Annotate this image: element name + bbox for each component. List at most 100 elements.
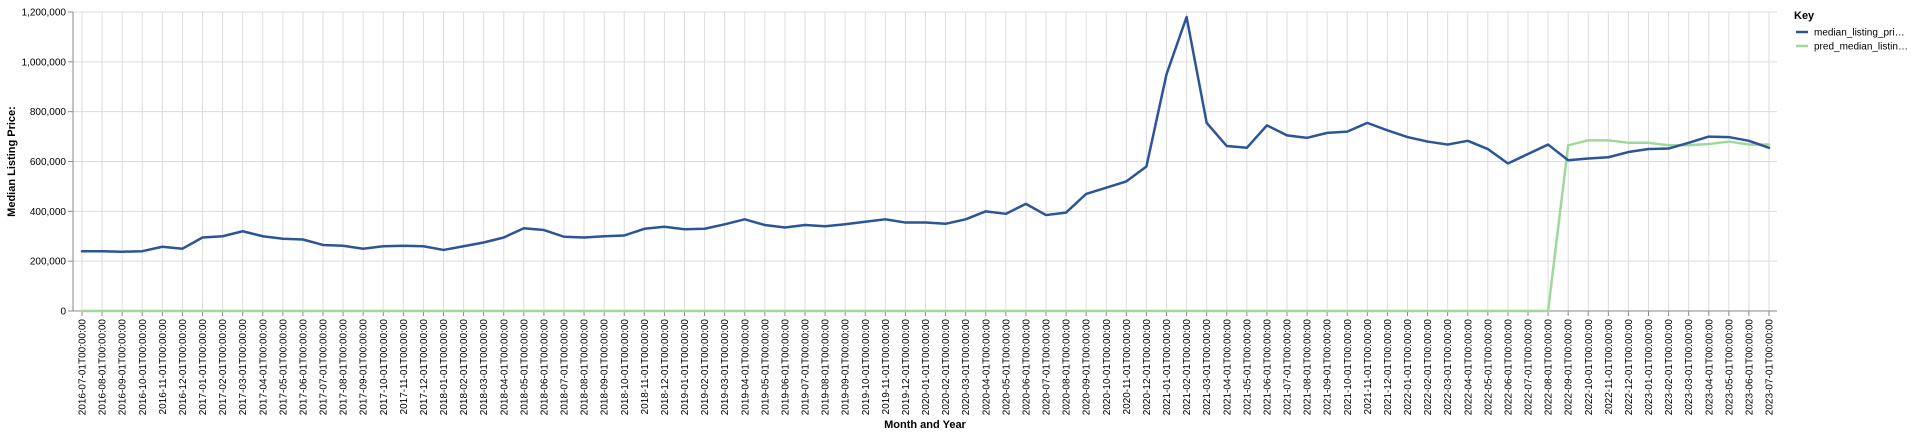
x-tick-label: 2022-08-01T00:00:00 — [1544, 319, 1555, 416]
y-tick-label: 200,000 — [30, 257, 67, 268]
legend-title: Key — [1794, 10, 1815, 22]
x-tick-label: 2022-09-01T00:00:00 — [1564, 319, 1575, 416]
x-tick-label: 2020-12-01T00:00:00 — [1142, 319, 1153, 416]
x-tick-label: 2020-04-01T00:00:00 — [981, 319, 992, 416]
x-tick-label: 2017-04-01T00:00:00 — [258, 319, 269, 416]
x-tick-label: 2021-07-01T00:00:00 — [1283, 319, 1294, 416]
x-tick-label: 2021-04-01T00:00:00 — [1222, 319, 1233, 416]
x-tick-label: 2023-03-01T00:00:00 — [1684, 319, 1695, 416]
x-tick-label: 2021-03-01T00:00:00 — [1202, 319, 1213, 416]
x-tick-label: 2021-10-01T00:00:00 — [1343, 319, 1354, 416]
series-line-2 — [80, 139, 1771, 313]
x-tick-label: 2020-10-01T00:00:00 — [1102, 319, 1113, 416]
x-axis-ticks: 2016-07-01T00:00:00 2016-08-01T00:00:00 20… — [78, 311, 1776, 415]
grid-lines — [73, 11, 1777, 312]
x-tick-label: 2017-02-01T00:00:00 — [218, 319, 229, 416]
x-tick-label: 2023-07-01T00:00:00 — [1765, 319, 1776, 416]
x-tick-label: 2016-09-01T00:00:00 — [118, 319, 129, 416]
x-tick-label: 2023-04-01T00:00:00 — [1704, 319, 1715, 416]
x-tick-label: 2020-01-01T00:00:00 — [921, 319, 932, 416]
x-tick-label: 2020-08-01T00:00:00 — [1062, 319, 1073, 416]
x-tick-label: 2021-11-01T00:00:00 — [1363, 319, 1374, 415]
x-tick-label: 2018-01-01T00:00:00 — [439, 319, 450, 416]
x-tick-label: 2022-11-01T00:00:00 — [1604, 319, 1615, 415]
x-tick-label: 2021-05-01T00:00:00 — [1242, 319, 1253, 416]
x-tick-label: 2020-07-01T00:00:00 — [1042, 319, 1053, 416]
x-tick-label: 2020-09-01T00:00:00 — [1082, 319, 1093, 416]
x-tick-label: 2022-02-01T00:00:00 — [1423, 319, 1434, 416]
x-tick-label: 2022-01-01T00:00:00 — [1403, 319, 1414, 416]
x-tick-label: 2022-05-01T00:00:00 — [1483, 319, 1494, 416]
series-layer — [80, 15, 1771, 313]
y-tick-label: 600,000 — [30, 157, 67, 168]
x-tick-label: 2018-03-01T00:00:00 — [479, 319, 490, 416]
x-tick-label: 2020-03-01T00:00:00 — [961, 319, 972, 416]
x-tick-label: 2019-02-01T00:00:00 — [700, 319, 711, 416]
x-tick-label: 2022-07-01T00:00:00 — [1524, 319, 1535, 416]
x-tick-label: 2019-09-01T00:00:00 — [841, 319, 852, 416]
x-tick-label: 2022-03-01T00:00:00 — [1443, 319, 1454, 416]
x-tick-label: 2022-12-01T00:00:00 — [1624, 319, 1635, 416]
x-tick-label: 2023-05-01T00:00:00 — [1724, 319, 1735, 416]
x-tick-label: 2019-06-01T00:00:00 — [780, 319, 791, 416]
y-axis-ticks: 0 200,000 400,000 600,000 800,000 1,000,000 1,… — [22, 8, 73, 318]
x-tick-label: 2018-07-01T00:00:00 — [560, 319, 571, 416]
x-tick-label: 2023-01-01T00:00:00 — [1644, 319, 1655, 416]
x-tick-label: 2019-01-01T00:00:00 — [680, 319, 691, 416]
series-line-1 — [80, 15, 1771, 253]
x-tick-label: 2017-06-01T00:00:00 — [298, 319, 309, 416]
x-tick-label: 2022-10-01T00:00:00 — [1584, 319, 1595, 416]
x-tick-label: 2017-12-01T00:00:00 — [419, 319, 430, 416]
x-tick-label: 2021-06-01T00:00:00 — [1262, 319, 1273, 416]
legend: Key median_listing_pri… pred_median_listi… — [1794, 10, 1908, 53]
x-tick-label: 2020-11-01T00:00:00 — [1122, 319, 1133, 415]
x-tick-label: 2016-10-01T00:00:00 — [138, 319, 149, 416]
x-tick-label: 2019-08-01T00:00:00 — [821, 319, 832, 416]
x-tick-label: 2017-08-01T00:00:00 — [339, 319, 350, 416]
legend-items: median_listing_pri… pred_median_listin… — [1796, 28, 1908, 53]
x-tick-label: 2017-09-01T00:00:00 — [359, 319, 370, 416]
x-tick-label: 2021-09-01T00:00:00 — [1323, 319, 1334, 416]
y-tick-label: 400,000 — [30, 207, 67, 218]
y-tick-label: 0 — [60, 307, 66, 318]
x-tick-label: 2023-06-01T00:00:00 — [1744, 319, 1755, 416]
x-tick-label: 2022-04-01T00:00:00 — [1463, 319, 1474, 416]
x-tick-label: 2021-01-01T00:00:00 — [1162, 319, 1173, 416]
x-tick-label: 2018-05-01T00:00:00 — [519, 319, 530, 416]
x-tick-label: 2019-10-01T00:00:00 — [861, 319, 872, 416]
x-tick-label: 2021-02-01T00:00:00 — [1182, 319, 1193, 416]
x-tick-label: 2021-08-01T00:00:00 — [1303, 319, 1314, 416]
legend-label: pred_median_listin… — [1814, 42, 1908, 53]
x-tick-label: 2018-04-01T00:00:00 — [499, 319, 510, 416]
x-tick-label: 2018-09-01T00:00:00 — [600, 319, 611, 416]
x-tick-label: 2021-12-01T00:00:00 — [1383, 319, 1394, 416]
x-axis-title: Month and Year — [884, 419, 966, 431]
x-tick-label: 2016-08-01T00:00:00 — [98, 319, 109, 416]
y-tick-label: 1,200,000 — [22, 8, 67, 19]
x-tick-label: 2019-05-01T00:00:00 — [760, 319, 771, 416]
x-tick-label: 2019-04-01T00:00:00 — [740, 319, 751, 416]
x-tick-label: 2016-12-01T00:00:00 — [178, 319, 189, 416]
x-tick-label: 2018-10-01T00:00:00 — [620, 319, 631, 416]
x-tick-label: 2018-11-01T00:00:00 — [640, 319, 651, 415]
x-tick-label: 2019-07-01T00:00:00 — [801, 319, 812, 416]
x-tick-label: 2017-11-01T00:00:00 — [399, 319, 410, 415]
x-tick-label: 2016-07-01T00:00:00 — [78, 319, 89, 416]
x-tick-label: 2023-02-01T00:00:00 — [1664, 319, 1675, 416]
x-tick-label: 2016-11-01T00:00:00 — [158, 319, 169, 415]
x-tick-label: 2019-03-01T00:00:00 — [720, 319, 731, 416]
x-tick-label: 2017-05-01T00:00:00 — [278, 319, 289, 416]
x-tick-label: 2017-03-01T00:00:00 — [238, 319, 249, 416]
y-axis-title: Median Listing Price: — [6, 106, 18, 217]
x-tick-label: 2018-12-01T00:00:00 — [660, 319, 671, 416]
x-tick-label: 2020-02-01T00:00:00 — [941, 319, 952, 416]
x-tick-label: 2018-02-01T00:00:00 — [459, 319, 470, 416]
x-tick-label: 2019-12-01T00:00:00 — [901, 319, 912, 416]
x-tick-label: 2018-06-01T00:00:00 — [539, 319, 550, 416]
x-tick-label: 2020-05-01T00:00:00 — [1001, 319, 1012, 416]
y-tick-label: 800,000 — [30, 107, 67, 118]
x-tick-label: 2019-11-01T00:00:00 — [881, 319, 892, 415]
x-tick-label: 2020-06-01T00:00:00 — [1021, 319, 1032, 416]
x-tick-label: 2017-01-01T00:00:00 — [198, 319, 209, 416]
